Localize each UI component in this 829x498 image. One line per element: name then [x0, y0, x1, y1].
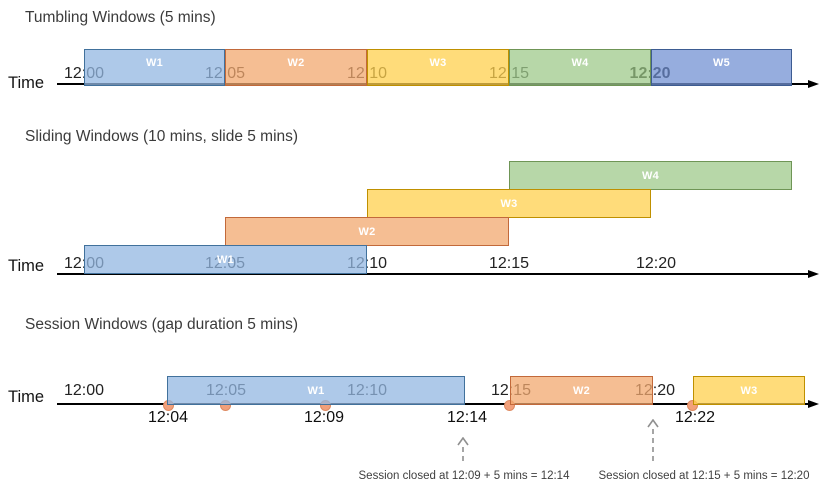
timeline-arrowhead-icon-sliding	[808, 269, 819, 278]
event-dot	[686, 400, 698, 411]
window-bar-session-w3	[693, 376, 805, 405]
time-tick-label: 12:20	[635, 255, 677, 272]
window-label: W5	[712, 57, 731, 70]
session-close-arrow-icon	[647, 418, 659, 463]
session-close-arrow-icon	[457, 436, 469, 463]
event-time-label: 12:09	[303, 409, 345, 426]
window-bar-sliding-w3	[367, 189, 651, 218]
window-bar-tumbling-w3	[367, 49, 509, 86]
time-tick-label: 12:15	[488, 255, 530, 272]
timeline-sliding	[57, 273, 808, 275]
window-bar-session-w2	[510, 376, 653, 405]
window-bar-tumbling-w4	[509, 49, 651, 86]
event-time-label: 12:04	[147, 409, 189, 426]
window-bar-sliding-w2	[225, 217, 509, 246]
timeline-arrowhead-icon-tumbling	[808, 79, 819, 88]
axis-label-sliding: Time	[8, 257, 45, 275]
window-bar-tumbling-w2	[225, 49, 367, 86]
window-label: W1	[216, 253, 235, 266]
window-label: W3	[740, 384, 758, 397]
window-bar-sliding-w1	[84, 245, 367, 274]
event-time-label: 12:22	[674, 409, 716, 426]
window-bar-sliding-w4	[509, 161, 792, 190]
axis-label-tumbling: Time	[8, 74, 45, 92]
window-label: W1	[145, 57, 164, 70]
window-label: W2	[572, 384, 591, 397]
axis-label-session: Time	[8, 388, 45, 406]
event-time-label: 12:14	[446, 409, 488, 426]
timeline-arrowhead-icon-session	[808, 399, 819, 408]
section-title-sliding: Sliding Windows (10 mins, slide 5 mins)	[25, 128, 299, 145]
window-label: W3	[500, 197, 518, 210]
window-label: W3	[429, 57, 447, 70]
time-tick-label: 12:00	[63, 382, 105, 399]
session-close-annotation: Session closed at 12:15 + 5 mins = 12:20	[598, 470, 810, 482]
section-title-tumbling: Tumbling Windows (5 mins)	[25, 9, 216, 26]
window-label: W2	[287, 57, 305, 70]
window-label: W4	[641, 169, 660, 182]
event-dot	[503, 400, 515, 411]
window-bar-tumbling-w5	[651, 49, 792, 86]
window-bar-session-w1	[167, 376, 465, 405]
window-label: W1	[307, 384, 325, 397]
window-label: W2	[358, 225, 376, 238]
section-title-session: Session Windows (gap duration 5 mins)	[25, 316, 299, 333]
window-label: W4	[571, 57, 589, 70]
session-close-annotation: Session closed at 12:09 + 5 mins = 12:14	[358, 470, 570, 482]
window-bar-tumbling-w1	[84, 49, 225, 86]
